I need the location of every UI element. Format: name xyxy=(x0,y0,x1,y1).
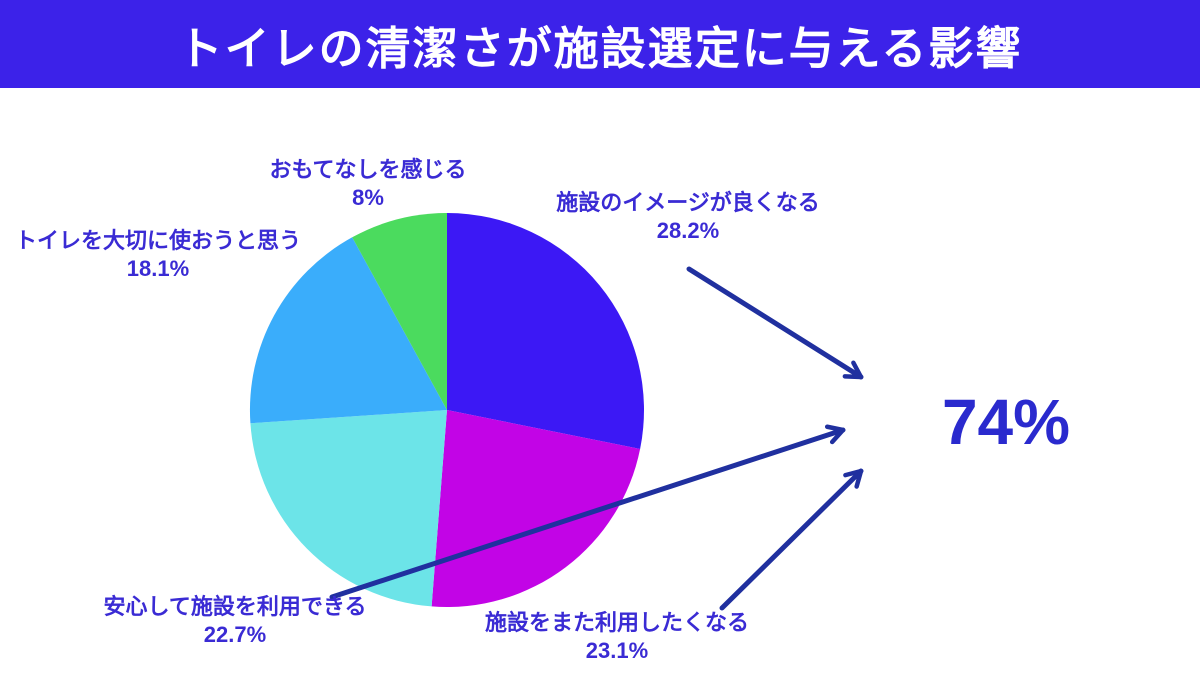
pie-slices xyxy=(249,212,644,608)
page-title: トイレの清潔さが施設選定に与える影響 xyxy=(177,22,1023,74)
slice-label-image-improves: 施設のイメージが良くなる 28.2% xyxy=(556,189,820,245)
title-banner: トイレの清潔さが施設選定に与える影響 xyxy=(0,0,1200,88)
pie-slice-safe-use xyxy=(250,410,447,607)
slice-label-text: トイレを大切に使おうと思う xyxy=(14,228,302,253)
slice-label-hospitality: おもてなしを感じる 8% xyxy=(269,156,466,212)
slice-value-text: 22.7% xyxy=(203,622,267,647)
slice-label-text: 安心して施設を利用できる xyxy=(103,594,367,619)
slice-label-safe-use: 安心して施設を利用できる 22.7% xyxy=(104,593,367,649)
slice-label-careful-use: トイレを大切に使おうと思う 18.1% xyxy=(15,227,301,283)
pie-slice-reuse-intent xyxy=(431,410,641,608)
pie-slice-careful-use xyxy=(249,237,447,424)
slice-value-text: 18.1% xyxy=(126,256,190,281)
pie-slice-hospitality xyxy=(352,212,447,410)
slice-label-text: 施設のイメージが良くなる xyxy=(556,190,820,215)
arrow-from-image-slice xyxy=(686,266,864,380)
arrow-from-safe-slice xyxy=(719,468,864,611)
slice-value-text: 8% xyxy=(352,185,384,210)
slice-value-text: 23.1% xyxy=(585,638,649,663)
total-percentage-callout: 74% xyxy=(941,386,1071,458)
arrow-from-reuse-slice xyxy=(329,424,846,600)
slice-label-text: おもてなしを感じる xyxy=(269,157,467,182)
slice-value-text: 28.2% xyxy=(656,218,720,243)
slice-label-reuse-intent: 施設をまた利用したくなる 23.1% xyxy=(485,609,749,665)
slice-label-text: 施設をまた利用したくなる xyxy=(484,610,750,635)
callout-arrows xyxy=(329,266,864,611)
pie-slice-image-improves xyxy=(447,213,644,449)
